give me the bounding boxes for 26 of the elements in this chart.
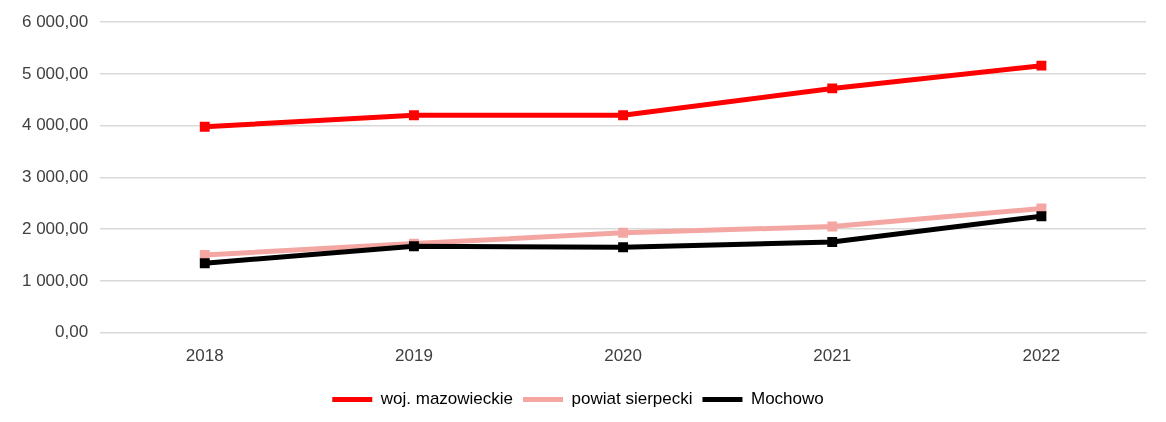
y-tick-label: 0,00 (55, 322, 89, 342)
y-tick-label: 1 000,00 (21, 270, 89, 290)
y-tick-label: 6 000,00 (21, 11, 89, 31)
point (408, 110, 419, 121)
point (827, 221, 838, 232)
x-tick-label: 2020 (604, 346, 642, 366)
point (199, 121, 210, 132)
legend-label: powiat sierpecki (571, 389, 693, 409)
x-tick-label: 2021 (813, 346, 852, 366)
point (827, 83, 838, 94)
y-tick-label: 4 000,00 (21, 115, 89, 135)
legend-label: Mochowo (750, 389, 824, 409)
point (618, 242, 629, 253)
point (1036, 211, 1047, 222)
x-tick-label: 2019 (395, 346, 433, 366)
x-tick-label: 2018 (185, 346, 224, 366)
point (199, 258, 210, 269)
point (618, 227, 629, 238)
x-tick-label: 2022 (1022, 346, 1061, 366)
point (827, 237, 838, 248)
legend-label: woj. mazowieckie (379, 389, 514, 409)
y-tick-label: 3 000,00 (21, 167, 89, 187)
y-tick-label: 5 000,00 (21, 63, 89, 83)
point (618, 110, 629, 121)
y-tick-label: 2 000,00 (21, 218, 89, 238)
point (1036, 60, 1047, 71)
